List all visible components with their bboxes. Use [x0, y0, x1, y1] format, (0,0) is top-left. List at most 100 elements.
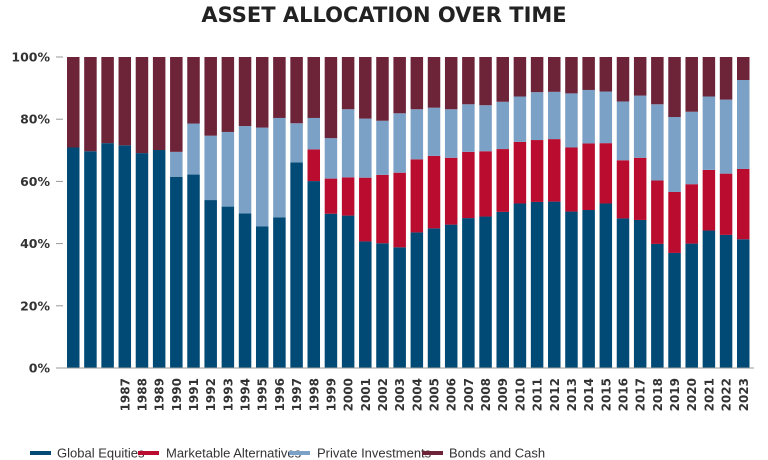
- bar-segment-marketable-alternatives: [530, 140, 544, 202]
- bar-segment-private-investments: [187, 123, 200, 175]
- bar-segment-bonds-and-cash: [221, 57, 235, 132]
- bar-segment-bonds-and-cash: [702, 57, 716, 97]
- bar-segment-private-investments: [651, 104, 664, 181]
- bar-segment-bonds-and-cash: [530, 57, 544, 93]
- bar-segment-bonds-and-cash: [152, 57, 166, 150]
- bar-segment-marketable-alternatives: [633, 157, 647, 220]
- bar-segment-bonds-and-cash: [410, 57, 424, 110]
- x-tick-label: 1989: [153, 378, 167, 411]
- bar-segment-bonds-and-cash: [565, 57, 578, 94]
- bar-segment-bonds-and-cash: [307, 57, 321, 118]
- x-tick-label: 2007: [462, 378, 476, 411]
- chart-title: ASSET ALLOCATION OVER TIME: [201, 3, 566, 27]
- bar-segment-private-investments: [238, 126, 252, 214]
- bar-segment-marketable-alternatives: [582, 143, 595, 211]
- bar-segment-global-equities: [204, 200, 217, 368]
- bar-segment-bonds-and-cash: [170, 57, 183, 152]
- bar-segment-private-investments: [565, 93, 578, 148]
- bar-segment-bonds-and-cash: [548, 57, 561, 92]
- bar-segment-private-investments: [719, 99, 733, 174]
- x-tick-label: 2013: [565, 378, 579, 411]
- x-tick-label: 2002: [376, 378, 390, 411]
- bar-segment-marketable-alternatives: [719, 173, 733, 235]
- bar-segment-bonds-and-cash: [651, 57, 664, 105]
- bar-segment-bonds-and-cash: [255, 57, 269, 128]
- bar-segment-marketable-alternatives: [479, 151, 492, 217]
- bar-segment-marketable-alternatives: [393, 172, 406, 248]
- bar-segment-bonds-and-cash: [376, 57, 389, 121]
- bar-segment-bonds-and-cash: [427, 57, 441, 108]
- bar-segment-global-equities: [651, 243, 664, 368]
- x-tick-label: 2019: [668, 378, 682, 411]
- bar-segment-marketable-alternatives: [737, 168, 750, 240]
- bar-segment-global-equities: [393, 247, 406, 368]
- bar-segment-global-equities: [565, 211, 578, 368]
- bar-segment-bonds-and-cash: [582, 57, 595, 90]
- bar-segment-global-equities: [496, 211, 509, 368]
- bar-segment-bonds-and-cash: [341, 57, 355, 110]
- bar-segment-bonds-and-cash: [67, 57, 80, 148]
- bar-segment-private-investments: [599, 91, 613, 144]
- bar-segment-bonds-and-cash: [324, 57, 338, 139]
- x-tick-label: 1991: [187, 378, 201, 411]
- bar-segment-marketable-alternatives: [685, 184, 698, 244]
- bar-segment-marketable-alternatives: [702, 169, 716, 231]
- bar-segment-global-equities: [221, 206, 235, 368]
- bar-segment-global-equities: [548, 201, 561, 368]
- bar-segment-bonds-and-cash: [84, 57, 97, 152]
- bar-segment-global-equities: [341, 215, 355, 368]
- x-tick-label: 2012: [548, 378, 562, 411]
- bar-segment-bonds-and-cash: [238, 57, 252, 127]
- bar-segment-global-equities: [238, 213, 252, 368]
- bar-segment-private-investments: [410, 109, 424, 160]
- legend-swatch: [138, 451, 159, 455]
- bar-segment-private-investments: [341, 109, 355, 178]
- bar-segment-bonds-and-cash: [118, 57, 132, 146]
- bar-segment-private-investments: [616, 101, 630, 161]
- bar-segment-marketable-alternatives: [616, 160, 630, 219]
- x-tick-label: 2005: [428, 378, 442, 411]
- bar-segment-global-equities: [582, 210, 595, 368]
- bar-segment-marketable-alternatives: [651, 180, 664, 244]
- bar-segment-private-investments: [290, 123, 303, 163]
- legend-label: Private Investments: [317, 446, 432, 460]
- bar-segment-private-investments: [221, 131, 235, 207]
- bar-segment-marketable-alternatives: [427, 155, 441, 229]
- x-tick-label: 1993: [221, 378, 235, 411]
- bar-segment-global-equities: [376, 243, 389, 368]
- bar-segment-global-equities: [444, 224, 458, 368]
- bar-segment-private-investments: [496, 101, 509, 150]
- bar-segment-global-equities: [479, 216, 492, 368]
- x-axis: 1987 1988 1989 1990 1991 1992 1993 1994 1995 1996…: [118, 378, 750, 411]
- bar-segment-marketable-alternatives: [359, 177, 372, 242]
- bar-segment-private-investments: [324, 138, 338, 179]
- x-tick-label: 1992: [204, 378, 218, 411]
- bar-segment-bonds-and-cash: [393, 57, 406, 114]
- y-tick-label: 20%: [20, 298, 50, 313]
- bar-segment-bonds-and-cash: [496, 57, 509, 102]
- bar-segment-private-investments: [255, 127, 269, 227]
- bar-segment-private-investments: [685, 111, 698, 185]
- bar-segment-bonds-and-cash: [685, 57, 698, 112]
- bar-segment-marketable-alternatives: [462, 151, 475, 219]
- x-tick-label: 2001: [359, 378, 373, 411]
- y-tick-label: 80%: [20, 112, 50, 127]
- y-axis: 0% 20% 40% 60% 80% 100%: [11, 50, 63, 376]
- bar-segment-marketable-alternatives: [548, 139, 561, 202]
- legend: Global Equities Marketable Alternatives Pr…: [30, 446, 545, 460]
- bar-segment-global-equities: [255, 226, 269, 368]
- bar-segment-global-equities: [462, 218, 475, 368]
- x-tick-label: 2018: [651, 378, 665, 411]
- bar-segment-bonds-and-cash: [668, 57, 681, 118]
- x-tick-label: 1995: [256, 378, 270, 411]
- bar-segment-global-equities: [290, 162, 303, 368]
- bar-segment-global-equities: [633, 219, 647, 368]
- bar-segment-global-equities: [84, 151, 97, 368]
- bar-segment-marketable-alternatives: [307, 149, 321, 182]
- bar-segment-global-equities: [737, 239, 750, 368]
- bar-segment-private-investments: [204, 135, 217, 201]
- bar-segment-global-equities: [427, 228, 441, 368]
- bar-segment-global-equities: [359, 241, 372, 368]
- legend-swatch: [30, 451, 51, 455]
- bar-segment-bonds-and-cash: [204, 57, 217, 136]
